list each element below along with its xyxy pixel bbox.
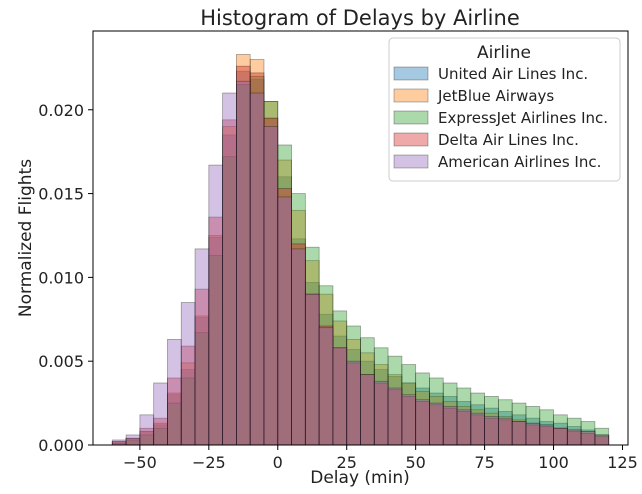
histogram-bar xyxy=(167,338,182,446)
histogram-bar xyxy=(497,417,513,446)
x-tick-label: 50 xyxy=(405,453,425,472)
histogram-bar xyxy=(222,92,237,446)
x-tick-label: −50 xyxy=(123,453,157,472)
x-tick-label: 25 xyxy=(337,453,357,472)
histogram-bar xyxy=(194,248,210,446)
histogram-bar xyxy=(235,80,251,446)
histogram-bars xyxy=(111,54,610,446)
histogram-bar xyxy=(580,431,596,446)
histogram-bar xyxy=(373,380,389,446)
x-axis-label: Delay (min) xyxy=(310,468,409,488)
series-5 xyxy=(111,80,610,446)
histogram-bar xyxy=(125,434,141,446)
histogram-bar xyxy=(291,248,306,446)
legend-items: United Air Lines Inc. JetBlue Airways Expr… xyxy=(393,65,608,171)
y-axis-ticks: 0.000 0.005 0.010 0.015 0.020 xyxy=(38,101,93,455)
legend-item: Delta Air Lines Inc. xyxy=(393,131,579,149)
series-4 xyxy=(111,65,610,446)
histogram-bar xyxy=(429,402,444,446)
histogram-bar xyxy=(180,302,196,446)
histogram-bar xyxy=(415,399,430,446)
histogram-bar xyxy=(360,374,375,446)
legend-swatch xyxy=(393,154,429,169)
legend-label: JetBlue Airways xyxy=(437,87,554,105)
histogram-bar xyxy=(139,414,155,446)
legend-item: ExpressJet Airlines Inc. xyxy=(393,109,608,127)
x-tick-label: 100 xyxy=(538,453,569,472)
histogram-bar xyxy=(566,429,582,446)
histogram-bar xyxy=(553,427,568,446)
histogram-bar xyxy=(304,293,320,446)
legend-label: ExpressJet Airlines Inc. xyxy=(438,109,608,127)
histogram-bar xyxy=(318,327,334,446)
histogram-bar xyxy=(456,409,472,446)
chart-title: Histogram of Delays by Airline xyxy=(200,6,520,30)
legend-title: Airline xyxy=(477,43,531,63)
legend: Airline United Air Lines Inc. JetBlue Air… xyxy=(388,37,621,182)
legend-swatch xyxy=(393,110,429,125)
histogram-bar xyxy=(263,126,279,446)
histogram-bar xyxy=(401,394,417,446)
histogram-bar xyxy=(525,422,541,446)
histogram-bar xyxy=(470,412,485,446)
histogram-bar xyxy=(111,439,127,446)
series-1 xyxy=(111,70,610,446)
histogram-bar xyxy=(249,92,265,446)
y-tick-label: 0.000 xyxy=(38,436,84,455)
legend-box xyxy=(388,37,621,182)
histogram-bar xyxy=(346,360,361,446)
y-tick-label: 0.010 xyxy=(38,268,84,287)
histogram-bar xyxy=(153,382,168,446)
histogram-bar xyxy=(387,387,403,446)
series-2 xyxy=(111,54,610,446)
y-axis-label: Normalized Flights xyxy=(16,159,36,317)
legend-swatch xyxy=(393,132,429,147)
x-tick-label: −25 xyxy=(192,453,226,472)
histogram-bar xyxy=(442,406,458,446)
x-tick-label: 125 xyxy=(607,453,638,472)
x-tick-label: 0 xyxy=(273,453,283,472)
legend-item: JetBlue Airways xyxy=(393,87,554,105)
histogram-bar xyxy=(484,416,499,446)
x-axis-ticks: −50 −25 0 25 50 75 100 125 xyxy=(123,445,638,472)
histogram-bar xyxy=(208,164,224,446)
legend-label: Delta Air Lines Inc. xyxy=(438,131,579,149)
y-tick-label: 0.005 xyxy=(38,352,84,371)
legend-swatch xyxy=(393,88,429,103)
legend-item: American Airlines Inc. xyxy=(393,153,601,171)
histogram-bar xyxy=(539,424,554,446)
y-tick-label: 0.020 xyxy=(38,101,84,120)
histogram-bar xyxy=(332,347,348,446)
legend-label: United Air Lines Inc. xyxy=(438,65,588,83)
histogram-bar xyxy=(594,434,610,446)
histogram-bar xyxy=(277,196,292,446)
y-tick-label: 0.015 xyxy=(38,185,84,204)
x-tick-label: 75 xyxy=(474,453,494,472)
plot-frame xyxy=(92,30,629,446)
legend-label: American Airlines Inc. xyxy=(438,153,601,171)
histogram-bar xyxy=(511,421,527,446)
series-3 xyxy=(111,75,610,446)
legend-item: United Air Lines Inc. xyxy=(393,65,588,83)
legend-swatch xyxy=(393,66,429,81)
